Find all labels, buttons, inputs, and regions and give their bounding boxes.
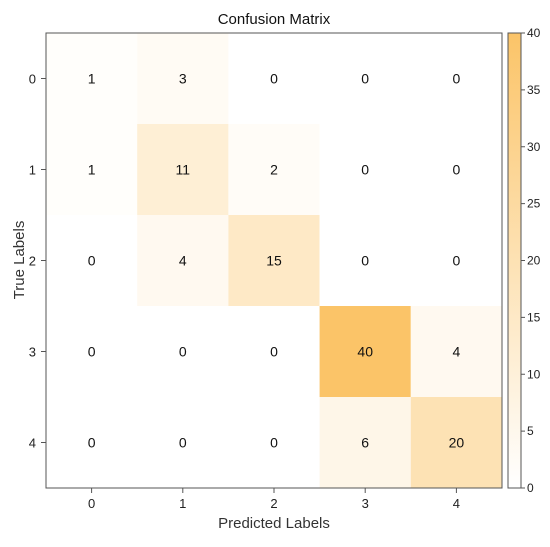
cell-value-label: 1 xyxy=(88,162,96,178)
x-tick-label: 0 xyxy=(88,496,95,511)
cell-value-label: 4 xyxy=(453,344,461,360)
x-tick-label: 3 xyxy=(362,496,369,511)
y-tick-label: 0 xyxy=(29,72,36,87)
colorbar-tick-label: 10 xyxy=(527,367,541,381)
cell-value-label: 15 xyxy=(266,253,282,269)
y-tick-label: 1 xyxy=(29,163,36,178)
heatmap-cell xyxy=(410,124,502,215)
colorbar-tick-label: 20 xyxy=(527,254,541,268)
heatmap-cell xyxy=(319,124,411,215)
cell-value-label: 0 xyxy=(270,344,278,360)
y-tick-label: 2 xyxy=(29,254,36,269)
heatmap-cell xyxy=(228,306,320,397)
cell-value-label: 0 xyxy=(270,435,278,451)
colorbar-tick-label: 35 xyxy=(527,83,541,97)
heatmap-cell xyxy=(319,306,411,397)
cell-value-label: 0 xyxy=(361,71,369,87)
heatmap-cell xyxy=(46,306,138,397)
colorbar xyxy=(507,32,522,489)
colorbar-tick-label: 25 xyxy=(527,197,541,211)
cell-value-label: 2 xyxy=(270,162,278,178)
cell-value-label: 0 xyxy=(361,162,369,178)
heatmap-cell xyxy=(319,397,411,488)
cell-value-label: 1 xyxy=(88,71,96,87)
colorbar-tick-label: 0 xyxy=(527,481,534,495)
cell-value-label: 0 xyxy=(179,344,187,360)
cell-value-label: 6 xyxy=(361,435,369,451)
cell-value-label: 20 xyxy=(449,435,465,451)
cell-value-label: 0 xyxy=(270,71,278,87)
heatmap-cell xyxy=(228,33,320,124)
y-axis-ticks: 0 1 2 3 4 xyxy=(29,72,46,451)
heatmap-cell xyxy=(228,124,320,215)
cell-value-label: 40 xyxy=(357,344,373,360)
heatmap-cell xyxy=(46,215,138,306)
chart-title: Confusion Matrix xyxy=(218,11,331,28)
heatmap-cell xyxy=(410,33,502,124)
heatmap-cell xyxy=(410,215,502,306)
cell-value-label: 0 xyxy=(88,344,96,360)
colorbar-tick-label: 5 xyxy=(527,424,534,438)
heatmap-cell xyxy=(228,215,320,306)
heatmap-cell xyxy=(228,397,320,488)
heatmap-cell xyxy=(137,124,229,215)
heatmap-cell xyxy=(137,306,229,397)
heatmap-cell xyxy=(410,306,502,397)
cell-value-label: 4 xyxy=(179,253,187,269)
heatmap-cell xyxy=(319,33,411,124)
heatmap-cell xyxy=(319,215,411,306)
heatmap-cells: 1 3 0 0 01 11 2 0 00 4 15 0 00 0 0 40 40 0 0 6 20 xyxy=(46,33,502,488)
colorbar-ticks: 0 5 10 15 20 25 30 35 40 xyxy=(521,26,541,495)
colorbar-tick-label: 30 xyxy=(527,140,541,154)
cell-value-label: 0 xyxy=(453,162,461,178)
x-axis-title: Predicted Labels xyxy=(218,515,330,532)
heatmap-cell xyxy=(137,215,229,306)
cell-value-label: 0 xyxy=(453,71,461,87)
x-tick-label: 2 xyxy=(270,496,277,511)
cell-value-label: 0 xyxy=(361,253,369,269)
heatmap-cell xyxy=(46,397,138,488)
y-axis-title: True Labels xyxy=(11,221,28,300)
y-tick-label: 3 xyxy=(29,345,36,360)
colorbar-tick-label: 15 xyxy=(527,310,541,324)
cell-value-label: 0 xyxy=(453,253,461,269)
heatmap-cell xyxy=(137,33,229,124)
colorbar-tick-label: 40 xyxy=(527,26,541,40)
cell-value-label: 0 xyxy=(88,253,96,269)
y-tick-label: 4 xyxy=(29,436,36,451)
x-tick-label: 1 xyxy=(179,496,186,511)
cell-value-label: 3 xyxy=(179,71,187,87)
x-axis-ticks: 0 1 2 3 4 xyxy=(88,488,460,511)
heatmap-cell xyxy=(46,124,138,215)
cell-value-label: 0 xyxy=(179,435,187,451)
x-tick-label: 4 xyxy=(453,496,460,511)
heatmap-cell xyxy=(410,397,502,488)
cell-value-label: 0 xyxy=(88,435,96,451)
heatmap-cell xyxy=(137,397,229,488)
heatmap-cell xyxy=(46,33,138,124)
cell-value-label: 11 xyxy=(176,162,191,178)
